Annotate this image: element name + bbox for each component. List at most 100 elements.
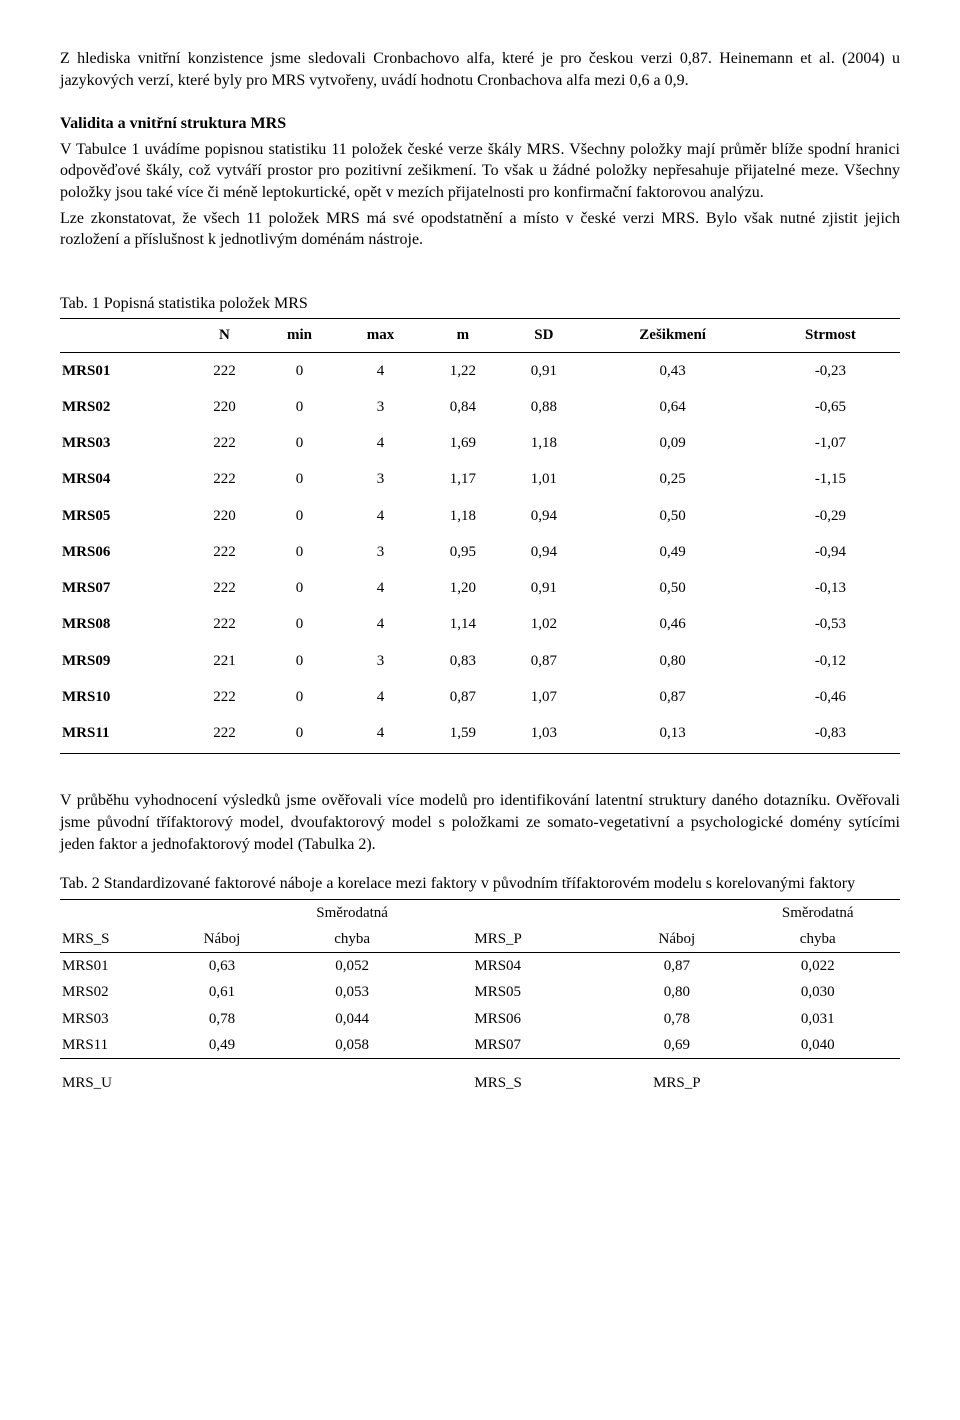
table-cell: 0,13 — [584, 715, 761, 754]
table-cell: 1,17 — [422, 461, 503, 497]
table-cell: 222 — [188, 461, 260, 497]
table-cell: MRS02 — [60, 389, 188, 425]
table-cell: 0,63 — [174, 953, 270, 980]
table-cell: MRS_S — [434, 1059, 618, 1097]
tab2-h5: Náboj — [618, 926, 735, 953]
table-cell: 0,83 — [422, 643, 503, 679]
tab2-h3a: Směrodatná — [270, 899, 435, 926]
table-row: MRS030,780,044MRS060,780,031 — [60, 1006, 900, 1032]
table-cell: 0,61 — [174, 979, 270, 1005]
table-cell: -0,94 — [761, 534, 900, 570]
table-cell: -0,12 — [761, 643, 900, 679]
table-cell: -0,29 — [761, 498, 900, 534]
tab1-body: MRS01222041,220,910,43-0,23MRS02220030,8… — [60, 352, 900, 754]
tab2-h4: MRS_P — [434, 926, 618, 953]
table-cell: 0 — [261, 498, 339, 534]
table-cell: 1,22 — [422, 352, 503, 389]
table-cell: 222 — [188, 606, 260, 642]
table-cell: MRS11 — [60, 715, 188, 754]
table-cell: 0,50 — [584, 498, 761, 534]
tab1-h1: N — [188, 319, 260, 352]
tab2-h1a — [60, 899, 174, 926]
table-cell: 0,50 — [584, 570, 761, 606]
table-cell: 4 — [339, 715, 423, 754]
table-cell: MRS_U — [60, 1059, 174, 1097]
table-cell: 4 — [339, 679, 423, 715]
table-cell: 0,88 — [503, 389, 584, 425]
table-cell: 4 — [339, 425, 423, 461]
table-cell: 0,94 — [503, 498, 584, 534]
table-cell: -0,46 — [761, 679, 900, 715]
table-cell: 0,49 — [174, 1032, 270, 1059]
table-cell: 220 — [188, 389, 260, 425]
table-cell: MRS_P — [618, 1059, 735, 1097]
table-cell: 1,07 — [503, 679, 584, 715]
tab2-h6a: Směrodatná — [735, 899, 900, 926]
tab1-caption: Tab. 1 Popisná statistika položek MRS — [60, 293, 900, 315]
tab2-h6: chyba — [735, 926, 900, 953]
table-cell: 0,49 — [584, 534, 761, 570]
table-cell: 0,058 — [270, 1032, 435, 1059]
tab2-h2a — [174, 899, 270, 926]
intro-paragraph: Z hlediska vnitřní konzistence jsme sled… — [60, 48, 900, 91]
table-cell: 0,64 — [584, 389, 761, 425]
table-cell: 1,14 — [422, 606, 503, 642]
table-cell: 0,69 — [618, 1032, 735, 1059]
table-row: MRS06222030,950,940,49-0,94 — [60, 534, 900, 570]
table-cell: -0,23 — [761, 352, 900, 389]
table-cell: MRS09 — [60, 643, 188, 679]
table-cell: 0,78 — [618, 1006, 735, 1032]
tab1-h2: min — [261, 319, 339, 352]
tab2-body: MRS010,630,052MRS040,870,022MRS020,610,0… — [60, 953, 900, 1097]
table-cell: 0 — [261, 389, 339, 425]
table-cell: 0,09 — [584, 425, 761, 461]
table-cell: 0,94 — [503, 534, 584, 570]
table-cell: 1,01 — [503, 461, 584, 497]
table-cell: MRS11 — [60, 1032, 174, 1059]
table-cell: 4 — [339, 606, 423, 642]
table-cell: 0,040 — [735, 1032, 900, 1059]
tab1-h0 — [60, 319, 188, 352]
table-row: MRS010,630,052MRS040,870,022 — [60, 953, 900, 980]
table-cell: MRS05 — [60, 498, 188, 534]
table-cell: 0,46 — [584, 606, 761, 642]
table-row: MRS_U MRS_SMRS_P — [60, 1059, 900, 1097]
table-row: MRS05220041,180,940,50-0,29 — [60, 498, 900, 534]
table-cell: MRS06 — [60, 534, 188, 570]
table-cell: 1,18 — [422, 498, 503, 534]
table-row: MRS110,490,058MRS070,690,040 — [60, 1032, 900, 1059]
validita-heading: Validita a vnitřní struktura MRS — [60, 113, 900, 135]
tab1-h7: Strmost — [761, 319, 900, 352]
table-cell: 0,91 — [503, 352, 584, 389]
table-cell — [735, 1059, 900, 1097]
table-cell: 4 — [339, 570, 423, 606]
table-cell: 222 — [188, 425, 260, 461]
table-cell: MRS04 — [434, 953, 618, 980]
table-row: MRS09221030,830,870,80-0,12 — [60, 643, 900, 679]
table-cell: -0,83 — [761, 715, 900, 754]
table-cell: MRS03 — [60, 425, 188, 461]
table-cell: 220 — [188, 498, 260, 534]
tab2-h1: MRS_S — [60, 926, 174, 953]
table-cell: 0,053 — [270, 979, 435, 1005]
table-row: MRS04222031,171,010,25-1,15 — [60, 461, 900, 497]
table-cell: 3 — [339, 389, 423, 425]
table-row: MRS10222040,871,070,87-0,46 — [60, 679, 900, 715]
table-cell: 0,95 — [422, 534, 503, 570]
table-cell: 0,030 — [735, 979, 900, 1005]
table-cell: 0 — [261, 715, 339, 754]
table-cell: 1,02 — [503, 606, 584, 642]
table-cell: 0,87 — [618, 953, 735, 980]
table-cell: 4 — [339, 498, 423, 534]
tab2-h2: Náboj — [174, 926, 270, 953]
table-cell: MRS05 — [434, 979, 618, 1005]
tab2-h3: chyba — [270, 926, 435, 953]
table-cell: 1,18 — [503, 425, 584, 461]
table-cell: 3 — [339, 461, 423, 497]
table-cell — [270, 1059, 435, 1097]
table-cell: 222 — [188, 352, 260, 389]
table-cell: 0,43 — [584, 352, 761, 389]
tab2-caption: Tab. 2 Standardizované faktorové náboje … — [60, 873, 900, 895]
table-cell: MRS06 — [434, 1006, 618, 1032]
table-cell: 222 — [188, 534, 260, 570]
